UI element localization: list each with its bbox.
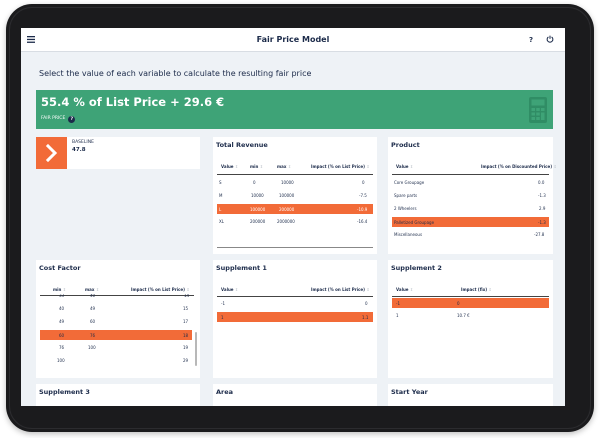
help-button[interactable]: ? — [529, 36, 534, 44]
col-header-impact[interactable]: Impact (% on Discounted Price) ⇕ — [481, 164, 557, 169]
col-header-min[interactable]: min ⇕ — [53, 287, 67, 292]
col-header-value[interactable]: Value ⇕ — [221, 164, 239, 169]
fair-price-label-wrap: FAIR PRICE ? — [41, 115, 76, 123]
table-footer-divider — [217, 247, 373, 248]
app-title: Fair Price Model — [256, 35, 330, 44]
top-navbar: Fair Price Model ? — [21, 28, 565, 52]
supplement-1-title: Supplement 1 — [216, 264, 267, 272]
table-row[interactable]: -1 0 — [221, 301, 368, 306]
sort-icon: ⇕ — [553, 164, 557, 169]
table-row-selected[interactable]: L 100000 200000 -10.9 — [217, 204, 373, 214]
supplement-2-title: Supplement 2 — [391, 264, 442, 272]
table-row-selected[interactable]: -1 0 — [392, 298, 549, 308]
total-revenue-title: Total Revenue — [216, 141, 268, 149]
sort-icon: ⇕ — [234, 164, 239, 169]
cost-factor-title: Cost Factor — [39, 264, 81, 272]
table-row-selected[interactable]: Palletized Groupage -1.3 — [392, 217, 549, 227]
tablet-bezel — [9, 7, 591, 429]
baseline-value: 47.8 — [72, 147, 86, 153]
col-header-max[interactable]: max ⇕ — [277, 164, 292, 169]
table-row-selected[interactable]: 1 1.1 — [217, 312, 373, 322]
sort-icon: ⇕ — [287, 164, 292, 169]
table-header-divider — [392, 174, 549, 175]
table-row-selected[interactable]: 60 76 18 — [40, 330, 192, 340]
sort-icon: ⇕ — [409, 164, 414, 169]
col-header-value[interactable]: Value ⇕ — [396, 287, 414, 292]
baseline-label: BASELINE — [72, 140, 94, 145]
col-header-impact[interactable]: Impact (fix) ⇕ — [461, 287, 492, 292]
supplement-3-title: Supplement 3 — [39, 388, 90, 396]
fair-price-help-icon[interactable]: ? — [68, 115, 76, 123]
fair-price-value: 55.4 % of List Price + 29.6 € — [41, 95, 225, 109]
sort-icon: ⇕ — [366, 287, 370, 292]
baseline-card: BASELINE 47.8 — [36, 137, 200, 169]
col-header-impact[interactable]: Impact (% on List Price) ⇕ — [311, 164, 370, 169]
chevron-right-icon[interactable] — [36, 137, 67, 169]
calculator-icon — [529, 97, 547, 123]
col-header-value[interactable]: Value ⇕ — [221, 287, 239, 292]
fair-price-banner: 55.4 % of List Price + 29.6 € FAIR PRICE… — [36, 90, 553, 129]
table-row[interactable]: Miscellaneous -27.8 — [394, 232, 545, 237]
hamburger-icon[interactable] — [27, 32, 39, 46]
table-row[interactable]: XL 200000 2000000 -16.4 — [219, 219, 368, 224]
fair-price-label: FAIR PRICE — [41, 116, 66, 121]
sort-icon: ⇕ — [409, 287, 414, 292]
sort-icon: ⇕ — [366, 164, 370, 169]
table-row[interactable]: Spare parts -1.3 — [394, 193, 546, 198]
sort-icon: ⇕ — [95, 287, 100, 292]
table-row[interactable]: 33 40 14 — [59, 294, 190, 298]
sort-icon: ⇕ — [488, 287, 492, 292]
table-row[interactable]: 40 49 15 — [59, 306, 189, 311]
col-header-impact[interactable]: Impact (% on List Price) ⇕ — [311, 287, 370, 292]
table-header-divider — [40, 295, 194, 296]
sort-icon: ⇕ — [259, 164, 264, 169]
total-revenue-panel: Total Revenue Value ⇕ min ⇕ max ⇕ Impact… — [213, 137, 377, 254]
table-scrollbar[interactable] — [195, 332, 197, 366]
table-row[interactable]: 2 Wheelers 2.9 — [394, 206, 546, 211]
table-header-divider — [217, 296, 373, 297]
power-icon[interactable] — [546, 32, 554, 48]
table-row[interactable]: S 0 10000 0 — [219, 180, 365, 185]
page-subtitle: Select the value of each variable to cal… — [39, 69, 312, 78]
table-row[interactable]: 100 29 — [57, 358, 189, 363]
col-header-min[interactable]: min ⇕ — [250, 164, 264, 169]
table-row[interactable]: Core Groupage 0.0 — [394, 180, 545, 185]
start-year-panel: Start Year — [388, 384, 553, 406]
table-row[interactable]: 49 60 17 — [59, 319, 189, 324]
product-panel: Product Value ⇕ Impact (% on Discounted … — [388, 137, 557, 254]
app-screen: Fair Price Model ? Select the value of e… — [21, 28, 565, 406]
col-header-max[interactable]: max ⇕ — [85, 287, 100, 292]
table-row[interactable]: M 10000 100000 -7.5 — [219, 193, 367, 198]
table-row[interactable]: 1 10.7 € — [396, 313, 470, 318]
supplement-1-panel: Supplement 1 Value ⇕ Impact (% on List P… — [213, 260, 377, 378]
sort-icon: ⇕ — [234, 287, 239, 292]
sort-icon: ⇕ — [186, 287, 190, 292]
table-header-divider — [392, 296, 549, 297]
table-header-divider — [217, 174, 373, 175]
area-panel: Area — [213, 384, 377, 406]
area-title: Area — [216, 388, 234, 396]
supplement-3-panel: Supplement 3 — [36, 384, 200, 406]
start-year-title: Start Year — [391, 388, 428, 396]
table-row[interactable]: 76 100 19 — [59, 345, 189, 350]
sort-icon: ⇕ — [62, 287, 67, 292]
cost-factor-panel: Cost Factor min ⇕ max ⇕ Impact (% on Lis… — [36, 260, 200, 378]
col-header-value[interactable]: Value ⇕ — [396, 164, 414, 169]
product-title: Product — [391, 141, 420, 149]
supplement-2-panel: Supplement 2 Value ⇕ Impact (fix) ⇕ -1 0… — [388, 260, 553, 378]
col-header-impact[interactable]: Impact (% on List Price) ⇕ — [131, 287, 190, 292]
